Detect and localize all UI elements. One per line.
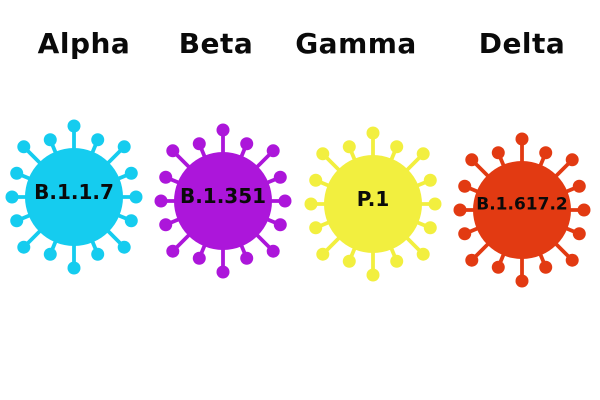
variant-code-label-alpha: B.1.1.7 — [34, 180, 114, 204]
variant-code-label-delta: B.1.617.2 — [476, 194, 568, 215]
variant-code-label-beta: B.1.351 — [179, 184, 267, 208]
virus-beta — [138, 116, 308, 286]
variant-title-gamma: Gamma — [295, 27, 417, 60]
virus-alpha — [0, 112, 159, 282]
coronavirus-icon — [453, 132, 591, 288]
variant-title-delta: Delta — [478, 27, 566, 60]
virus-gamma — [288, 119, 458, 289]
coronavirus-icon — [5, 119, 143, 275]
coronavirus-icon — [154, 123, 292, 279]
virus-delta — [437, 125, 600, 295]
variant-code-label-gamma: P.1 — [356, 187, 390, 211]
variant-title-alpha: Alpha — [37, 27, 131, 60]
coronavirus-icon — [304, 126, 442, 282]
variant-title-beta: Beta — [178, 27, 254, 60]
